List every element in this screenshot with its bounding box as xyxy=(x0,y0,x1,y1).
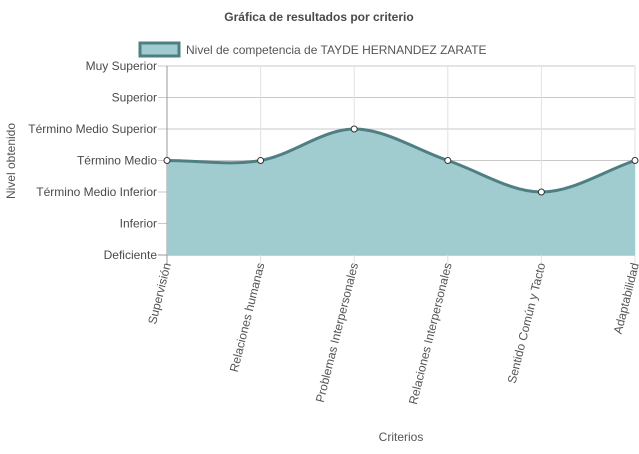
y-tick-label: Deficiente xyxy=(104,248,158,262)
x-tick-label: Sentido Común y Tacto xyxy=(505,261,549,385)
data-points xyxy=(163,125,639,196)
y-tick-label: Muy Superior xyxy=(86,59,157,73)
legend-swatch xyxy=(138,41,181,58)
legend-label: Nivel de competencia de TAYDE HERNANDEZ … xyxy=(186,43,487,57)
y-axis-title: Nivel obtenido xyxy=(4,123,18,199)
x-tick-label: Relaciones humanas xyxy=(227,261,268,373)
series-area-fill xyxy=(167,129,635,255)
y-tick-label: Término Medio xyxy=(77,154,157,168)
x-tick-labels: Supervisión Relaciones humanas Problemas I… xyxy=(145,261,639,406)
y-tick-labels: Deficiente Inferior Término Medio Inferior… xyxy=(28,59,157,262)
y-tick-label: Término Medio Inferior xyxy=(36,185,157,199)
data-point[interactable] xyxy=(537,188,545,196)
x-tick-label: Supervisión xyxy=(145,261,174,325)
y-tick-label: Superior xyxy=(112,91,157,105)
data-point[interactable] xyxy=(631,157,639,164)
x-tick-label: Problemas Interpersonales xyxy=(313,261,361,404)
legend[interactable]: Nivel de competencia de TAYDE HERNANDEZ … xyxy=(138,41,487,58)
x-axis-title: Criterios xyxy=(379,430,424,444)
series-area-layer xyxy=(166,127,636,255)
data-point[interactable] xyxy=(163,157,171,164)
data-point[interactable] xyxy=(350,125,358,133)
x-tick-label: Relaciones Interpersonales xyxy=(406,261,455,405)
x-tick-label: Adaptabilidad xyxy=(611,261,639,335)
data-point[interactable] xyxy=(444,157,452,164)
y-tick-label: Inferior xyxy=(120,217,157,231)
data-point[interactable] xyxy=(257,157,265,164)
y-tick-label: Término Medio Superior xyxy=(28,122,157,136)
chart-title: Gráfica de resultados por criterio xyxy=(224,10,413,24)
